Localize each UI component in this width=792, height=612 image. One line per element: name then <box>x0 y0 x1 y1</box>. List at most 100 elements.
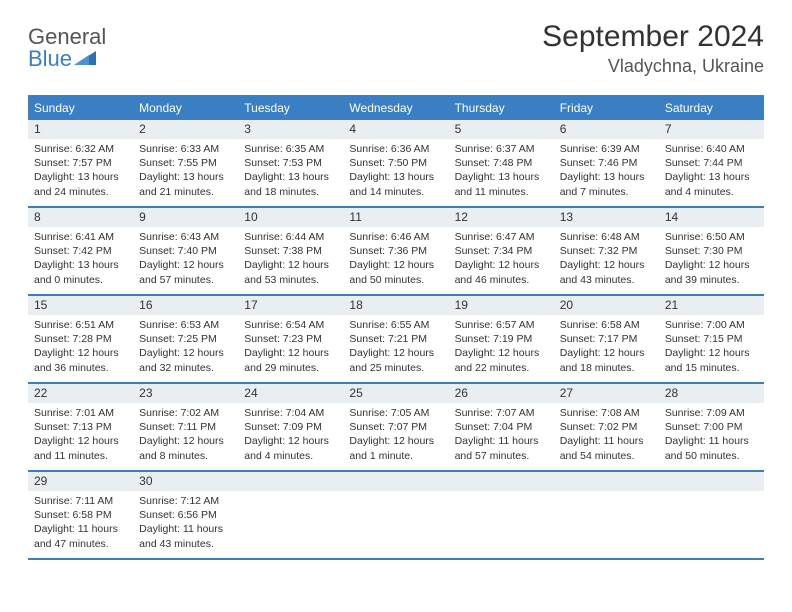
weekday-header: SundayMondayTuesdayWednesdayThursdayFrid… <box>28 95 764 120</box>
weekday-label: Monday <box>133 97 238 120</box>
day-details: Sunrise: 6:32 AMSunset: 7:57 PMDaylight:… <box>28 139 133 204</box>
day-details: Sunrise: 6:53 AMSunset: 7:25 PMDaylight:… <box>133 315 238 380</box>
title-block: September 2024 Vladychna, Ukraine <box>542 20 764 77</box>
day-details: Sunrise: 6:44 AMSunset: 7:38 PMDaylight:… <box>238 227 343 292</box>
calendar-day: 9Sunrise: 6:43 AMSunset: 7:40 PMDaylight… <box>133 208 238 294</box>
day-number: 25 <box>343 384 448 403</box>
day-number: 17 <box>238 296 343 315</box>
calendar-day: 10Sunrise: 6:44 AMSunset: 7:38 PMDayligh… <box>238 208 343 294</box>
day-number: 8 <box>28 208 133 227</box>
day-number: 27 <box>554 384 659 403</box>
calendar-day: 2Sunrise: 6:33 AMSunset: 7:55 PMDaylight… <box>133 120 238 206</box>
calendar-day: 28Sunrise: 7:09 AMSunset: 7:00 PMDayligh… <box>659 384 764 470</box>
day-details: Sunrise: 6:51 AMSunset: 7:28 PMDaylight:… <box>28 315 133 380</box>
calendar-day: 1Sunrise: 6:32 AMSunset: 7:57 PMDaylight… <box>28 120 133 206</box>
calendar-day: 27Sunrise: 7:08 AMSunset: 7:02 PMDayligh… <box>554 384 659 470</box>
day-details: Sunrise: 6:48 AMSunset: 7:32 PMDaylight:… <box>554 227 659 292</box>
calendar-day: 11Sunrise: 6:46 AMSunset: 7:36 PMDayligh… <box>343 208 448 294</box>
calendar-day: 13Sunrise: 6:48 AMSunset: 7:32 PMDayligh… <box>554 208 659 294</box>
day-number: 22 <box>28 384 133 403</box>
day-number: 20 <box>554 296 659 315</box>
calendar-day: 5Sunrise: 6:37 AMSunset: 7:48 PMDaylight… <box>449 120 554 206</box>
calendar-week: 8Sunrise: 6:41 AMSunset: 7:42 PMDaylight… <box>28 208 764 296</box>
day-details: Sunrise: 6:39 AMSunset: 7:46 PMDaylight:… <box>554 139 659 204</box>
day-details: Sunrise: 7:11 AMSunset: 6:58 PMDaylight:… <box>28 491 133 556</box>
calendar-week: 22Sunrise: 7:01 AMSunset: 7:13 PMDayligh… <box>28 384 764 472</box>
header: General Blue September 2024 Vladychna, U… <box>28 20 764 77</box>
calendar-day: 3Sunrise: 6:35 AMSunset: 7:53 PMDaylight… <box>238 120 343 206</box>
day-details: Sunrise: 7:07 AMSunset: 7:04 PMDaylight:… <box>449 403 554 468</box>
day-details <box>238 491 343 551</box>
calendar-day: 29Sunrise: 7:11 AMSunset: 6:58 PMDayligh… <box>28 472 133 558</box>
calendar-week: 15Sunrise: 6:51 AMSunset: 7:28 PMDayligh… <box>28 296 764 384</box>
calendar-day: 21Sunrise: 7:00 AMSunset: 7:15 PMDayligh… <box>659 296 764 382</box>
day-details: Sunrise: 6:40 AMSunset: 7:44 PMDaylight:… <box>659 139 764 204</box>
logo: General Blue <box>28 20 106 70</box>
day-number: 24 <box>238 384 343 403</box>
calendar-day: 6Sunrise: 6:39 AMSunset: 7:46 PMDaylight… <box>554 120 659 206</box>
calendar-day: 14Sunrise: 6:50 AMSunset: 7:30 PMDayligh… <box>659 208 764 294</box>
calendar-day: 24Sunrise: 7:04 AMSunset: 7:09 PMDayligh… <box>238 384 343 470</box>
calendar-day: 4Sunrise: 6:36 AMSunset: 7:50 PMDaylight… <box>343 120 448 206</box>
day-details: Sunrise: 7:12 AMSunset: 6:56 PMDaylight:… <box>133 491 238 556</box>
day-details <box>554 491 659 551</box>
day-number: 30 <box>133 472 238 491</box>
day-number: 9 <box>133 208 238 227</box>
day-number: 29 <box>28 472 133 491</box>
day-details: Sunrise: 6:43 AMSunset: 7:40 PMDaylight:… <box>133 227 238 292</box>
weekday-label: Thursday <box>449 97 554 120</box>
weekday-label: Friday <box>554 97 659 120</box>
calendar-day: 12Sunrise: 6:47 AMSunset: 7:34 PMDayligh… <box>449 208 554 294</box>
calendar-day: 22Sunrise: 7:01 AMSunset: 7:13 PMDayligh… <box>28 384 133 470</box>
calendar-day-empty <box>343 472 448 558</box>
calendar-day-empty <box>449 472 554 558</box>
day-number: 1 <box>28 120 133 139</box>
day-number: 26 <box>449 384 554 403</box>
logo-triangle-icon <box>74 49 96 70</box>
day-number <box>659 472 764 491</box>
weekday-label: Sunday <box>28 97 133 120</box>
calendar-day: 20Sunrise: 6:58 AMSunset: 7:17 PMDayligh… <box>554 296 659 382</box>
calendar-day: 16Sunrise: 6:53 AMSunset: 7:25 PMDayligh… <box>133 296 238 382</box>
day-details: Sunrise: 6:33 AMSunset: 7:55 PMDaylight:… <box>133 139 238 204</box>
calendar-week: 1Sunrise: 6:32 AMSunset: 7:57 PMDaylight… <box>28 120 764 208</box>
day-number: 12 <box>449 208 554 227</box>
day-details: Sunrise: 6:57 AMSunset: 7:19 PMDaylight:… <box>449 315 554 380</box>
weekday-label: Saturday <box>659 97 764 120</box>
day-details: Sunrise: 7:00 AMSunset: 7:15 PMDaylight:… <box>659 315 764 380</box>
day-number: 4 <box>343 120 448 139</box>
calendar-day: 23Sunrise: 7:02 AMSunset: 7:11 PMDayligh… <box>133 384 238 470</box>
day-details: Sunrise: 7:09 AMSunset: 7:00 PMDaylight:… <box>659 403 764 468</box>
day-details: Sunrise: 7:08 AMSunset: 7:02 PMDaylight:… <box>554 403 659 468</box>
day-details: Sunrise: 7:01 AMSunset: 7:13 PMDaylight:… <box>28 403 133 468</box>
month-title: September 2024 <box>542 20 764 54</box>
calendar-day-empty <box>238 472 343 558</box>
day-number: 14 <box>659 208 764 227</box>
calendar-week: 29Sunrise: 7:11 AMSunset: 6:58 PMDayligh… <box>28 472 764 560</box>
calendar-day: 25Sunrise: 7:05 AMSunset: 7:07 PMDayligh… <box>343 384 448 470</box>
calendar-day: 8Sunrise: 6:41 AMSunset: 7:42 PMDaylight… <box>28 208 133 294</box>
day-details: Sunrise: 6:46 AMSunset: 7:36 PMDaylight:… <box>343 227 448 292</box>
day-details: Sunrise: 6:37 AMSunset: 7:48 PMDaylight:… <box>449 139 554 204</box>
calendar-day: 19Sunrise: 6:57 AMSunset: 7:19 PMDayligh… <box>449 296 554 382</box>
day-number: 19 <box>449 296 554 315</box>
day-details: Sunrise: 6:41 AMSunset: 7:42 PMDaylight:… <box>28 227 133 292</box>
day-number: 10 <box>238 208 343 227</box>
calendar-day: 17Sunrise: 6:54 AMSunset: 7:23 PMDayligh… <box>238 296 343 382</box>
day-number: 15 <box>28 296 133 315</box>
day-details: Sunrise: 7:05 AMSunset: 7:07 PMDaylight:… <box>343 403 448 468</box>
day-details: Sunrise: 6:36 AMSunset: 7:50 PMDaylight:… <box>343 139 448 204</box>
day-number <box>238 472 343 491</box>
calendar-day: 18Sunrise: 6:55 AMSunset: 7:21 PMDayligh… <box>343 296 448 382</box>
day-details: Sunrise: 6:35 AMSunset: 7:53 PMDaylight:… <box>238 139 343 204</box>
logo-word1: General <box>28 26 106 48</box>
day-details: Sunrise: 6:54 AMSunset: 7:23 PMDaylight:… <box>238 315 343 380</box>
calendar-day-empty <box>554 472 659 558</box>
weekday-label: Tuesday <box>238 97 343 120</box>
day-number: 5 <box>449 120 554 139</box>
day-details: Sunrise: 6:50 AMSunset: 7:30 PMDaylight:… <box>659 227 764 292</box>
day-details: Sunrise: 6:55 AMSunset: 7:21 PMDaylight:… <box>343 315 448 380</box>
day-details: Sunrise: 7:02 AMSunset: 7:11 PMDaylight:… <box>133 403 238 468</box>
day-number: 7 <box>659 120 764 139</box>
day-number: 23 <box>133 384 238 403</box>
